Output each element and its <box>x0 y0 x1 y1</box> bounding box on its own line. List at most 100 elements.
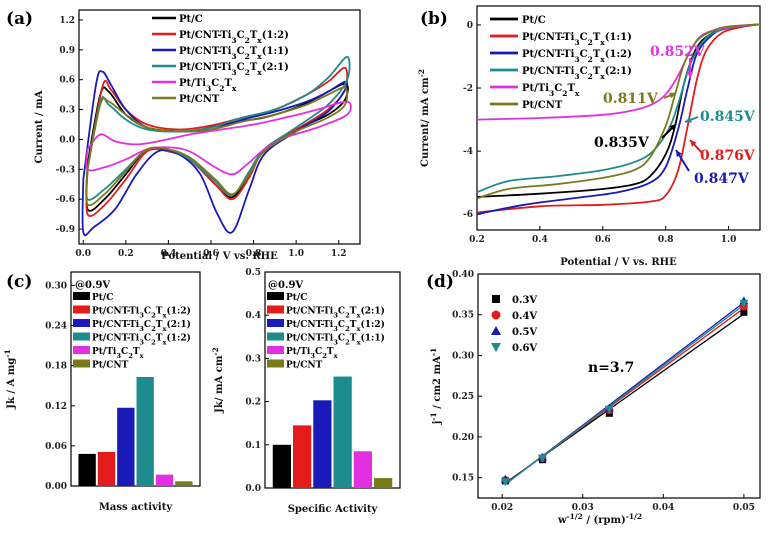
panel-c-mass-ytick-label: 0.30 <box>45 281 67 291</box>
panel-c-mass-legend-swatch <box>73 292 90 300</box>
panel-c-mass-legend-label: Pt/C <box>92 293 113 303</box>
panel-d-ytick-label: 0.15 <box>452 474 474 484</box>
panel-b-arrowhead <box>690 140 697 147</box>
panel-b-halfwave-label: 0.811V <box>603 91 659 107</box>
panel-b-arrowhead <box>676 150 682 157</box>
panel-c-specific-bar <box>293 425 312 488</box>
panel-d-label: (d) <box>426 272 454 292</box>
panel-c-mass-ytick-label: 0.24 <box>45 322 67 332</box>
panel-b-label: (b) <box>420 9 448 29</box>
panel-d-xtick-label: 0.03 <box>572 503 594 513</box>
panel-c-mass-legend-label: Pt/CNT-Ti3C2Tx(2:1) <box>92 319 191 333</box>
panel-b: -6 -4 -2 0 0.2 0.4 0.6 0.8 1.0 Current/ mA cm-2 Po… <box>417 5 761 268</box>
panel-d-point <box>500 478 510 487</box>
panel-b-ylabel: Current/ mA cm-2 <box>417 69 432 167</box>
panel-b-xtick-label: 0.6 <box>595 235 611 245</box>
panel-d-ytick-label: 0.30 <box>452 351 474 361</box>
panel-a-ytick-label: 1.2 <box>59 16 75 26</box>
panel-b-arrowhead <box>669 124 676 131</box>
panel-c-mass-frame <box>70 271 201 487</box>
panel-c-specific-legend-label: Pt/CNT-Ti3C2Tx(1:2) <box>286 319 385 333</box>
panel-a-xtick-label: 0.0 <box>75 249 91 259</box>
panel-c-mass-bar <box>136 376 154 486</box>
panel-c-specific-legend-label: Pt/CNT <box>286 361 323 371</box>
panel-a-ytick-label: 0.6 <box>59 76 75 86</box>
panel-b-xtick-label: 1.0 <box>721 235 737 245</box>
panel-a-legend-label: Pt/CNT-Ti3C2Tx(2:1) <box>179 62 289 77</box>
panel-c-specific-legend-label: Pt/C <box>286 293 307 303</box>
panel-c-specific-bar <box>374 478 393 488</box>
panel-d: 0.15 0.20 0.25 0.30 0.35 0.40 0.02 0.03 0.04 0.05… <box>429 270 761 526</box>
panel-a-label: (a) <box>6 9 33 29</box>
panel-c-specific-legend-swatch <box>267 305 284 314</box>
panel-b-legend-label: Pt/Ti3C2Tx <box>522 83 580 98</box>
panel-d-xlabel: w-1/2 / (rpm)-1/2 <box>557 512 642 527</box>
panel-a-ytick-label: -0.6 <box>56 195 75 205</box>
panel-b-arrowhead <box>669 92 676 99</box>
panel-a-xtick-label: 1.2 <box>331 249 347 259</box>
panel-c-specific-bar <box>313 400 332 488</box>
panel-c-mass-ytick-label: 0.06 <box>45 442 67 452</box>
panel-b-halfwave-label: 0.876V <box>700 148 756 164</box>
panel-d-legend-marker <box>491 343 501 352</box>
panel-c-specific-ytick-label: 0.2 <box>245 398 261 408</box>
panel-c-mass-legend-swatch <box>73 346 90 354</box>
panel-a-series-4 <box>85 100 352 176</box>
panel-b-ytick-label: -2 <box>463 84 473 94</box>
panel-b-series-1 <box>476 23 761 214</box>
panel-a-series-2 <box>81 70 349 237</box>
panel-d-legend: 0.3V 0.4V 0.5V 0.6V <box>491 295 537 354</box>
panel-d-xtick-label: 0.05 <box>733 503 755 513</box>
panel-c-specific-xlabel: Specific Activity <box>288 504 379 515</box>
panel-b-ytick-label: -4 <box>463 147 473 157</box>
panel-b-legend: Pt/C Pt/CNT-Ti3C2Tx(1:1) Pt/CNT-Ti3C2Tx(1:… <box>490 15 632 111</box>
panel-c-specific-title: @0.9V <box>268 280 303 291</box>
panel-d-frame <box>477 273 761 499</box>
panel-b-legend-label: Pt/CNT-Ti3C2Tx(1:1) <box>522 32 632 47</box>
panel-d-ytick-label: 0.40 <box>452 270 474 280</box>
panel-d-legend-marker <box>491 326 501 335</box>
panel-c-specific-ytick-label: 0.5 <box>245 268 261 278</box>
panel-b-halfwave-label: 0.835V <box>594 135 650 151</box>
panel-c-specific-ytick-label: 0.3 <box>245 354 261 364</box>
panel-a-ytick-label: 0.9 <box>59 46 75 56</box>
panel-c-mass-title: @0.9V <box>75 280 110 291</box>
panel-a-legend-label: Pt/Ti3C2Tx <box>179 78 237 93</box>
panel-b-arrowhead <box>685 116 692 123</box>
panel-c-specific-legend-swatch <box>267 346 284 354</box>
panel-d-ytick-label: 0.35 <box>452 311 474 321</box>
panel-c-mass-ytick-label: 0.00 <box>45 482 67 492</box>
panel-c-specific-ytick-label: 0.1 <box>245 441 261 451</box>
panel-b-series-3 <box>476 23 761 193</box>
panel-b-halfwave-label: 0.845V <box>700 109 756 125</box>
panel-c-mass-legend-swatch <box>73 305 90 314</box>
panel-c-specific-bar <box>353 451 372 488</box>
panel-c-specific-legend-swatch <box>267 319 284 327</box>
panel-d-point <box>739 299 749 308</box>
panel-b-xtick-label: 0.2 <box>469 235 485 245</box>
panel-c-specific-bar <box>333 376 352 488</box>
panel-a: -0.9 -0.6 -0.3 0.0 0.3 0.6 0.9 1.2 0.0 0.2 0.4 0.6 0… <box>34 9 361 262</box>
panel-d-legend-label: 0.6V <box>512 343 537 354</box>
panel-c-specific-legend-swatch <box>267 332 284 341</box>
panel-d-point <box>537 454 547 463</box>
panel-a-xtick-label: 0.2 <box>118 249 134 259</box>
panel-b-annotations: 0.852V 0.811V 0.845V 0.835V 0.876V 0.847V <box>594 44 756 187</box>
panel-d-legend-label: 0.3V <box>512 295 537 306</box>
panel-b-xtick-label: 0.8 <box>658 235 674 245</box>
panel-d-point <box>604 405 614 414</box>
panel-b-arrowhead <box>686 71 694 78</box>
panel-a-ytick-label: -0.9 <box>56 225 75 235</box>
panel-a-legend-label: Pt/CNT <box>179 94 220 105</box>
panel-c-mass-legend-label: Pt/CNT <box>92 361 129 371</box>
panel-b-xtick-label: 0.4 <box>532 235 548 245</box>
panel-c-mass-bar <box>78 453 96 486</box>
panel-d-legend-label: 0.4V <box>512 311 537 322</box>
panel-d-xtick-label: 0.02 <box>491 503 513 513</box>
panel-c-mass-legend-label: Pt/Ti3C2Tx <box>92 347 145 360</box>
panel-b-legend-label: Pt/C <box>522 15 546 26</box>
panel-d-legend-marker <box>491 310 501 320</box>
panel-c-mass-legend: Pt/C Pt/CNT-Ti3C2Tx(1:2)Pt/CNT-Ti3C2Tx(2:… <box>73 292 191 371</box>
panel-d-legend-label: 0.5V <box>512 327 537 338</box>
panel-a-legend-label: Pt/C <box>179 14 203 25</box>
